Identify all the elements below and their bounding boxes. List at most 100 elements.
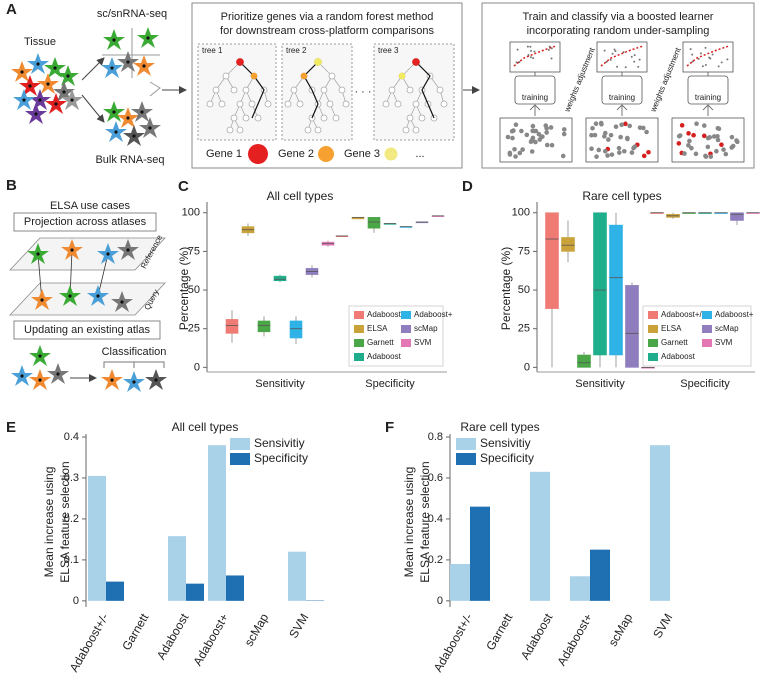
legend-label: Sensivitiy: [480, 436, 531, 450]
arrows: [81, 28, 480, 123]
tree-highlight: [415, 61, 435, 119]
sample-dot: [714, 148, 719, 154]
tree-root: [236, 58, 244, 66]
bar: [288, 551, 306, 601]
weights-label: weights adjustment: [562, 46, 597, 115]
sample-dot: [598, 120, 604, 126]
bar: [106, 581, 124, 601]
sample-dot: [524, 132, 530, 138]
legend-label: Specificity: [254, 451, 308, 465]
icon-dot: [638, 58, 641, 61]
sample-dot: [721, 147, 726, 152]
x-tick-label: Adaboost+/-: [431, 611, 476, 674]
sc-label: sc/snRNA-seq: [97, 8, 167, 20]
y-tick-label: 0.1: [64, 554, 79, 566]
sample-dot: [613, 124, 619, 130]
sample-dot: [618, 134, 623, 140]
bar: [650, 445, 670, 601]
legend-swatch: [401, 339, 411, 347]
tree-highlight: [239, 61, 435, 119]
gene-more: ...: [415, 148, 424, 160]
chart-title: Rare cell types: [582, 189, 661, 203]
icon-dot: [616, 65, 619, 68]
x-tick-label: Adaboost+: [190, 611, 231, 668]
bulk-cells: [103, 101, 125, 122]
icon-dot: [720, 61, 723, 64]
tree-root: [300, 72, 308, 80]
panel-label: B: [6, 177, 17, 194]
sample-dot: [715, 137, 721, 143]
icon-dot: [697, 57, 700, 60]
chart-title: All cell types: [172, 420, 239, 434]
legend-label: SVM: [715, 338, 733, 347]
sample-dot: [616, 145, 622, 151]
box: [625, 285, 639, 368]
x-tick-label: Adaboost: [518, 611, 556, 662]
sample-dot: [679, 123, 685, 128]
icon-dot: [633, 60, 636, 63]
train-icons: [529, 104, 714, 116]
train-icons: [596, 41, 648, 73]
sample-dot: [705, 135, 711, 141]
sample-dot: [548, 125, 554, 130]
sample-dot: [549, 142, 555, 148]
classification-label: Classification: [102, 346, 167, 358]
sample-dot: [531, 128, 537, 134]
sample-dot: [701, 133, 707, 139]
icon-dot: [533, 50, 536, 53]
y-tick-label: 0: [194, 361, 200, 373]
bar: [470, 506, 490, 601]
atlas-planes: [9, 282, 166, 316]
train-box-title: incorporating random under-sampling: [527, 25, 710, 37]
sample-dot: [708, 154, 714, 159]
icon-dot: [717, 65, 720, 68]
gene-box-title: Prioritize genes via a random forest met…: [221, 11, 434, 23]
legend-label: Sensivitiy: [254, 436, 305, 450]
sample-dot: [686, 143, 691, 148]
y-axis-label: Mean increase using: [402, 467, 416, 578]
y-tick-label: 100: [512, 207, 530, 219]
box: [561, 237, 575, 252]
icon-dot: [691, 60, 694, 63]
legend-label: SVM: [414, 338, 432, 347]
y-tick-label: 0.2: [428, 554, 443, 566]
sample-dot: [544, 142, 550, 148]
legend-swatch: [230, 453, 250, 465]
icon-dot: [516, 48, 519, 51]
sample-dot: [519, 128, 524, 134]
legend-swatch: [354, 353, 364, 361]
sample-dot: [544, 126, 549, 131]
sample-dot: [561, 131, 567, 137]
icon-dot: [547, 48, 550, 51]
sample-dot: [723, 151, 729, 157]
update-cells: [123, 371, 145, 392]
use-cases-title: ELSA use cases: [50, 200, 131, 212]
x-tick-label: scMap: [606, 611, 636, 649]
icon-dot: [633, 54, 636, 57]
sample-dot: [594, 154, 599, 159]
sc-cells: [103, 29, 125, 50]
y-tick-label: 75: [188, 245, 200, 257]
gene-box-title: for downstream cross-platform comparison…: [220, 25, 434, 37]
box: [730, 212, 744, 221]
legend-label: Adaboost+/-: [661, 310, 705, 319]
icon-dot: [529, 45, 532, 48]
box: [545, 212, 559, 309]
bar: [570, 576, 590, 601]
x-tick-label: Specificity: [365, 378, 415, 390]
sample-dot: [560, 153, 566, 159]
sample-dot: [632, 144, 638, 150]
use-case: Projection across atlases: [24, 216, 147, 228]
legend-label: Garnett: [661, 338, 688, 347]
sample-dot: [693, 151, 699, 157]
train-icons: [534, 72, 709, 76]
sample-dot: [629, 150, 635, 155]
legend-swatch: [702, 339, 712, 347]
sample-dot: [606, 137, 611, 142]
box: [593, 212, 607, 356]
icon-dot: [609, 58, 612, 61]
sample-dot: [592, 132, 598, 138]
sample-dot: [703, 154, 709, 159]
sample-dot: [627, 123, 632, 129]
